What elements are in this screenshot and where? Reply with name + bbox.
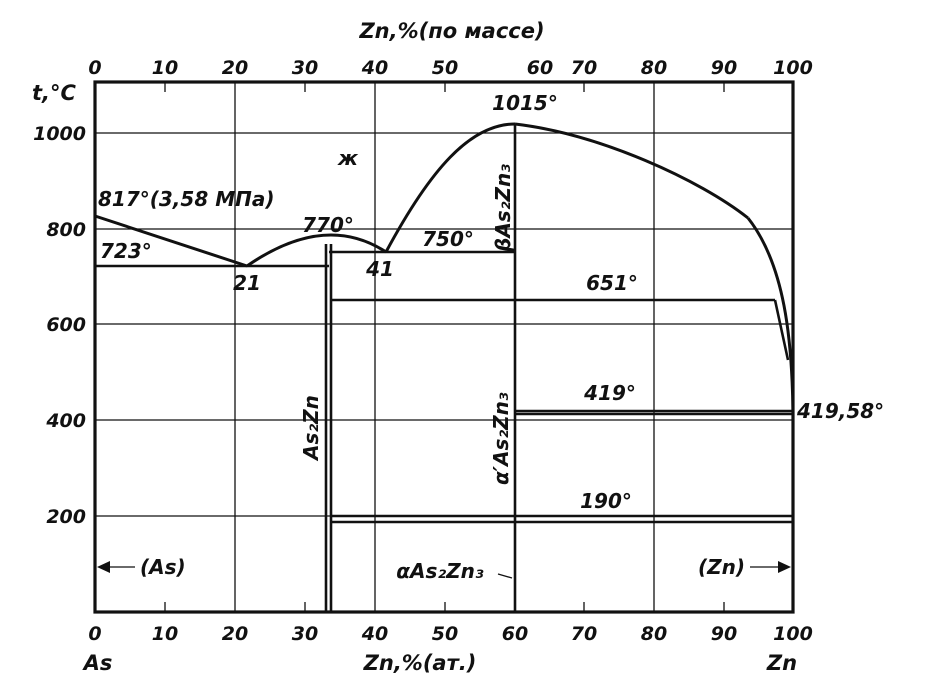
- liquid-label: ж: [337, 146, 359, 170]
- zn-solvus-line: [773, 299, 790, 361]
- bottom-tick-label: 20: [222, 623, 248, 645]
- point-651-label: 651°: [586, 271, 638, 295]
- bottom-tick-label: 90: [711, 623, 737, 645]
- eutectic-21-label: 21: [233, 271, 261, 295]
- top-tick-label: 80: [641, 57, 667, 79]
- top-tick-label: 60: [527, 57, 553, 79]
- bottom-tick-label: 60: [502, 623, 528, 645]
- point-770-label: 770°: [302, 213, 354, 237]
- top-tick-label: 100: [773, 57, 813, 79]
- top-tick-label: 70: [571, 57, 597, 79]
- y-tick-label: 200: [46, 506, 86, 528]
- top-tick-label: 50: [432, 57, 458, 79]
- grid: [95, 82, 793, 612]
- y-tick-label: 600: [46, 314, 86, 336]
- bottom-tick-labels: 0 10 20 30 40 50 60 70 80 90 100: [88, 623, 812, 645]
- zn-solid-solution-label: (Zn): [698, 555, 745, 579]
- left-element-label: As: [82, 651, 113, 675]
- alpha-as2zn3-label: αAs₂Zn₃: [396, 559, 484, 583]
- right-element-label: Zn: [766, 651, 797, 675]
- liquidus-beta-fall: [514, 122, 749, 220]
- phase-arrows: [97, 561, 791, 579]
- bottom-tick-marks: [164, 602, 725, 612]
- bottom-axis-title: Zn,%(ат.): [363, 651, 477, 675]
- y-tick-label: 400: [45, 410, 86, 432]
- beta-as2zn3-label: βAs₂Zn₃: [491, 164, 515, 253]
- bottom-tick-label: 40: [361, 623, 388, 645]
- top-axis-title: Zn,%(по массе): [358, 19, 544, 43]
- eutectic-41-label: 41: [365, 257, 394, 281]
- top-tick-label: 40: [361, 57, 388, 79]
- point-817-label: 817°(3,58 МПа): [98, 187, 274, 211]
- bottom-tick-label: 10: [152, 623, 178, 645]
- y-axis-title: t,°C: [32, 81, 77, 105]
- alpha-as2zn3-leader: [497, 573, 513, 579]
- bottom-tick-label: 70: [571, 623, 597, 645]
- y-tick-label: 1000: [33, 123, 86, 145]
- zn-arrow-head: [778, 561, 791, 573]
- liquidus-as2zn-dome: [246, 233, 387, 268]
- point-419-label: 419°: [583, 381, 636, 405]
- as-solid-solution-label: (As): [140, 555, 186, 579]
- top-tick-label: 20: [222, 57, 248, 79]
- liquidus-zn-side: [746, 217, 795, 413]
- y-tick-label: 800: [46, 219, 86, 241]
- top-tick-labels: 0 10 20 30 40 50 70 60 80 90 100: [88, 57, 812, 79]
- bottom-tick-label: 80: [641, 623, 667, 645]
- point-190-label: 190°: [580, 489, 632, 513]
- top-tick-marks: [164, 82, 725, 92]
- top-tick-label: 30: [292, 57, 318, 79]
- point-723-label: 723°: [100, 239, 152, 263]
- top-tick-label: 90: [711, 57, 737, 79]
- bottom-tick-label: 30: [292, 623, 318, 645]
- top-tick-label: 10: [152, 57, 178, 79]
- liquidus-beta-rise: [384, 122, 516, 253]
- as-arrow-head: [97, 561, 110, 573]
- point-1015-label: 1015°: [492, 91, 558, 115]
- as2zn-label: As₂Zn: [299, 395, 323, 462]
- liquidus-as-side: [94, 214, 248, 268]
- diagram-frame: [93, 80, 795, 614]
- y-tick-labels: 1000 800 600 400 200: [33, 123, 86, 528]
- bottom-tick-label: 100: [773, 623, 813, 645]
- point-419-58-label: 419,58°: [796, 399, 884, 423]
- point-750-label: 750°: [422, 227, 474, 251]
- bottom-tick-label: 50: [432, 623, 458, 645]
- phase-boundaries: [94, 122, 795, 612]
- bottom-tick-label: 0: [88, 623, 101, 645]
- alpha-prime-as2zn3-label: α′As₂Zn₃: [489, 392, 513, 485]
- phase-labels: ж 817°(3,58 МПа) 723° 770° 21 41 750° 10…: [98, 91, 884, 583]
- top-tick-label: 0: [88, 57, 101, 79]
